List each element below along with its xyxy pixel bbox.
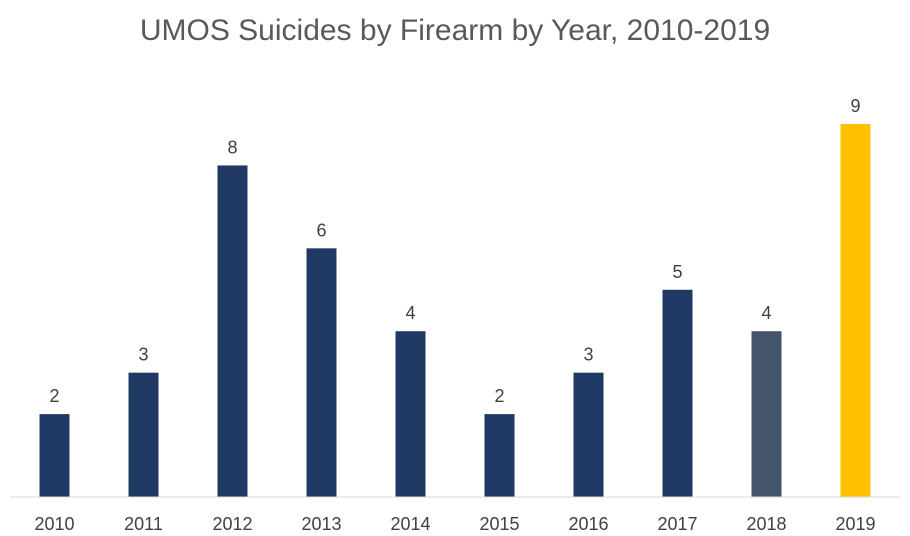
data-label-2012: 8	[227, 137, 237, 157]
data-label-2015: 2	[494, 386, 504, 406]
bar-2013	[306, 248, 337, 497]
x-tick-label-2012: 2012	[212, 514, 252, 534]
bars-group	[39, 124, 871, 497]
bar-2018	[751, 331, 782, 497]
bar-2014	[395, 331, 426, 497]
x-tick-label-2016: 2016	[568, 514, 608, 534]
data-label-2014: 4	[405, 303, 415, 323]
bar-2017	[662, 289, 693, 497]
data-label-2017: 5	[672, 262, 682, 282]
data-label-2019: 9	[850, 96, 860, 116]
x-tick-label-2014: 2014	[390, 514, 430, 534]
x-tick-labels-group: 2010 2011 2012 2013 2014 2015 2016 2017 2018 2019	[34, 514, 875, 534]
x-tick-label-2010: 2010	[34, 514, 74, 534]
bar-2015	[484, 414, 515, 497]
x-tick-label-2015: 2015	[479, 514, 519, 534]
bar-2016	[573, 372, 604, 497]
data-label-2010: 2	[49, 386, 59, 406]
x-tick-label-2013: 2013	[301, 514, 341, 534]
data-label-2018: 4	[761, 303, 771, 323]
bar-2011	[128, 372, 159, 497]
bar-2010	[39, 414, 70, 497]
chart-title: UMOS Suicides by Firearm by Year, 2010-2…	[139, 14, 771, 47]
data-label-2016: 3	[583, 345, 593, 365]
data-label-2013: 6	[316, 220, 326, 240]
x-tick-label-2017: 2017	[657, 514, 697, 534]
data-label-2011: 3	[138, 345, 148, 365]
x-tick-label-2018: 2018	[746, 514, 786, 534]
data-labels-group: 2 3 8 6 4 2 3 5 4 9	[49, 96, 860, 406]
x-tick-label-2019: 2019	[835, 514, 875, 534]
bar-2012	[217, 165, 248, 497]
bar-2019	[840, 124, 871, 497]
x-tick-label-2011: 2011	[124, 514, 163, 534]
